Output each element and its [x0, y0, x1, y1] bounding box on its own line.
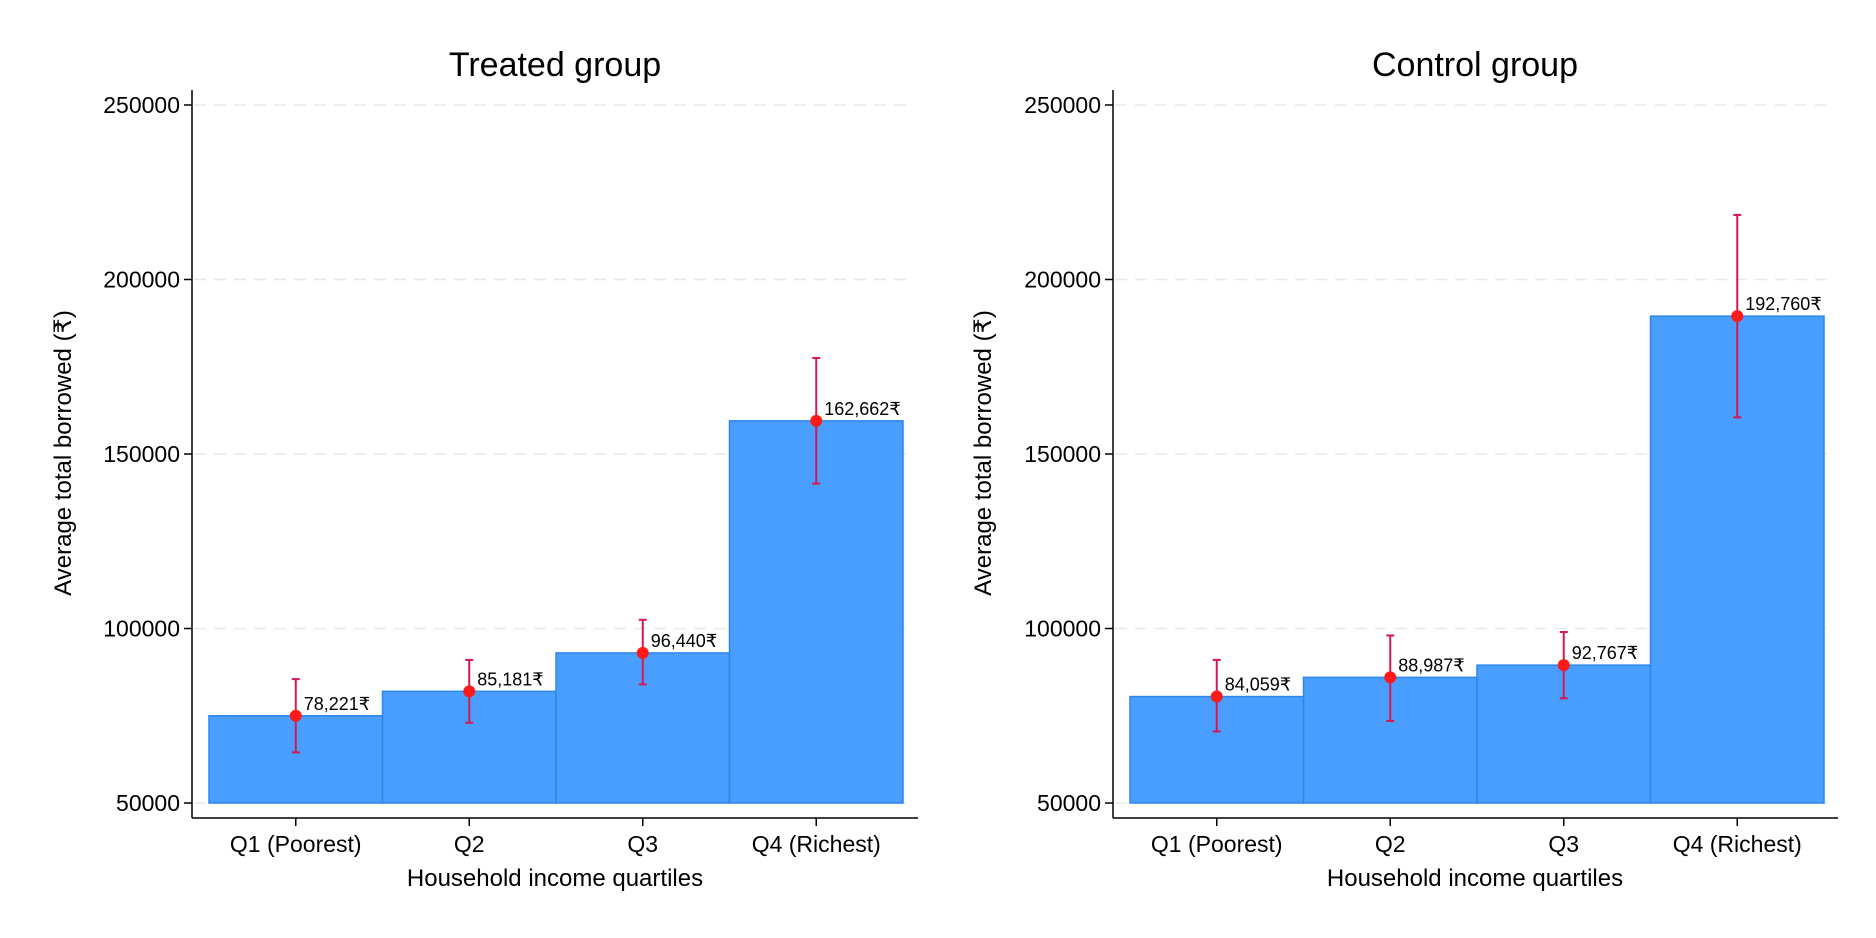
mean-point-4: [810, 414, 823, 427]
x-tick-label: Q3: [1548, 831, 1579, 857]
x-axis-label-treated: Household income quartiles: [407, 865, 703, 892]
value-labels-control: 84,059₹ 88,987₹ 92,767₹ 192,760₹: [1225, 294, 1822, 694]
panel-title-treated: Treated group: [449, 46, 661, 84]
value-label-4: 192,760₹: [1745, 294, 1822, 314]
x-axis-label-control: Household income quartiles: [1327, 865, 1623, 892]
value-label-4: 162,662₹: [824, 399, 901, 419]
y-ticks-treated: 50000 100000 150000 200000 250000: [103, 92, 192, 816]
y-axis-label-treated: Average total borrowed (₹): [50, 310, 77, 596]
y-tick-label: 100000: [103, 616, 180, 642]
panel-control: Control group 50000 100000 150000 200000 250…: [970, 46, 1838, 892]
value-label-3: 92,767₹: [1572, 643, 1639, 663]
x-tick-label: Q2: [1375, 831, 1406, 857]
mean-point-4: [1731, 310, 1744, 323]
mean-point-3: [1557, 659, 1570, 672]
x-ticks-control: Q1 (Poorest) Q2 Q3 Q4 (Richest): [1151, 818, 1802, 857]
mean-point-1: [1210, 690, 1223, 703]
mean-point-2: [1384, 671, 1397, 684]
y-axis-label-control: Average total borrowed (₹): [970, 310, 997, 596]
error-bars-control: [1210, 213, 1744, 733]
x-tick-label: Q4 (Richest): [1673, 831, 1802, 857]
y-tick-label: 100000: [1024, 616, 1101, 642]
y-tick-label: 50000: [1037, 790, 1101, 816]
value-label-1: 84,059₹: [1225, 675, 1292, 695]
y-tick-label: 50000: [116, 790, 180, 816]
x-ticks-treated: Q1 (Poorest) Q2 Q3 Q4 (Richest): [230, 818, 881, 857]
mean-point-3: [636, 646, 649, 659]
x-tick-label: Q3: [627, 831, 658, 857]
panel-treated: Treated group 50000 100000 150000 200000 250…: [50, 46, 918, 892]
value-label-2: 85,181₹: [477, 669, 544, 689]
error-bars-treated: [289, 357, 823, 754]
value-label-2: 88,987₹: [1398, 655, 1465, 675]
value-label-1: 78,221₹: [304, 694, 371, 714]
y-tick-label: 250000: [103, 92, 180, 118]
y-tick-label: 200000: [103, 267, 180, 293]
x-tick-label: Q1 (Poorest): [230, 831, 362, 857]
y-tick-label: 250000: [1024, 92, 1101, 118]
value-label-3: 96,440₹: [651, 631, 718, 651]
value-labels-treated: 78,221₹ 85,181₹ 96,440₹ 162,662₹: [304, 399, 901, 714]
y-tick-label: 200000: [1024, 267, 1101, 293]
panel-title-control: Control group: [1372, 46, 1578, 84]
y-tick-label: 150000: [1024, 441, 1101, 467]
x-tick-label: Q4 (Richest): [752, 831, 881, 857]
x-tick-label: Q1 (Poorest): [1151, 831, 1283, 857]
y-tick-label: 150000: [103, 441, 180, 467]
mean-point-1: [289, 709, 302, 722]
bars-control: [1129, 315, 1825, 804]
mean-point-2: [463, 685, 476, 698]
bars-treated: [208, 420, 904, 804]
x-tick-label: Q2: [454, 831, 485, 857]
y-ticks-control: 50000 100000 150000 200000 250000: [1024, 92, 1113, 816]
